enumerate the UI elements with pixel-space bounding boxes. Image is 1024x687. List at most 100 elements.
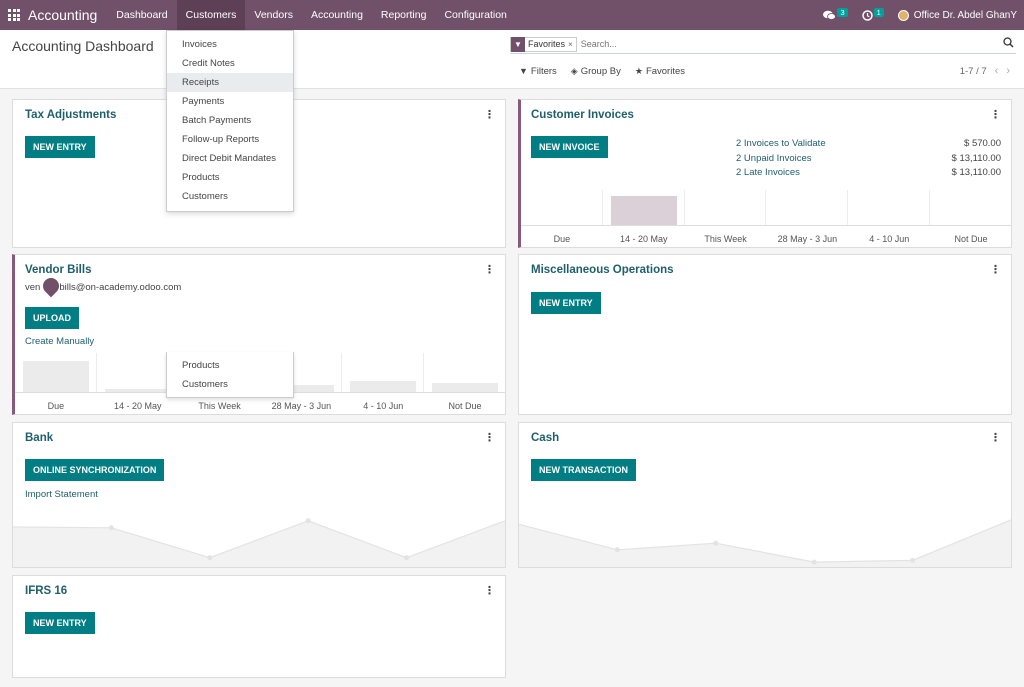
new-transaction-button[interactable]: NEW TRANSACTION xyxy=(531,459,636,481)
menu-item-products[interactable]: Products xyxy=(182,172,220,183)
stat-row[interactable]: 2 Late Invoices $ 13,110.00 xyxy=(736,167,1001,178)
bar-column[interactable]: Not Due xyxy=(930,190,1012,248)
card-title[interactable]: IFRS 16 xyxy=(25,585,68,597)
bar-label: This Week xyxy=(704,234,747,244)
menu-item-customers[interactable]: Customers xyxy=(182,191,228,202)
group-by-button[interactable]: ◈ Group By xyxy=(570,66,621,77)
bar-column[interactable]: 4 - 10 Jun xyxy=(342,353,425,415)
kebab-menu-icon[interactable]: ⋮ xyxy=(990,109,1001,121)
bar-column[interactable]: 28 May - 3 Jun xyxy=(261,353,343,415)
kebab-menu-icon[interactable]: ⋮ xyxy=(484,432,495,444)
bar[interactable] xyxy=(268,384,335,393)
menu-item-batch-payments[interactable]: Batch Payments xyxy=(182,115,252,126)
kebab-menu-icon[interactable]: ⋮ xyxy=(990,264,1001,276)
cash-card: Cash ⋮ NEW TRANSACTION xyxy=(518,422,1012,568)
menu-reporting[interactable]: Reporting xyxy=(380,9,427,21)
bar-column[interactable]: Due xyxy=(521,190,603,248)
filters-button[interactable]: ▼ Filters xyxy=(519,66,557,77)
data-point[interactable] xyxy=(811,559,817,565)
menu-accounting[interactable]: Accounting xyxy=(310,9,363,21)
data-point[interactable] xyxy=(910,557,916,563)
card-title[interactable]: Miscellaneous Operations xyxy=(531,264,674,276)
new-entry-button[interactable]: NEW ENTRY xyxy=(531,292,601,314)
stat-row[interactable]: 2 Unpaid Invoices $ 13,110.00 xyxy=(736,153,1001,164)
apps-grid-icon[interactable] xyxy=(8,9,20,21)
stat-row[interactable]: 2 Invoices to Validate $ 570.00 xyxy=(736,138,1001,149)
ghost-menu: Products Customers xyxy=(166,352,294,398)
kebab-menu-icon[interactable]: ⋮ xyxy=(990,432,1001,444)
bar-column[interactable]: 4 - 10 Jun xyxy=(848,190,931,248)
bar-column[interactable]: 28 May - 3 Jun xyxy=(767,190,849,248)
menu-dashboard[interactable]: Dashboard xyxy=(116,9,168,21)
data-point[interactable] xyxy=(614,547,620,553)
search-icon[interactable] xyxy=(1003,37,1014,51)
new-entry-button[interactable]: NEW ENTRY xyxy=(25,136,95,158)
menu-vendors[interactable]: Vendors xyxy=(254,9,293,21)
bar-column[interactable]: 14 - 20 May xyxy=(603,190,685,248)
menu-item-follow-up-reports[interactable]: Follow-up Reports xyxy=(182,134,260,145)
card-title[interactable]: Customer Invoices xyxy=(531,109,634,121)
card-title[interactable]: Cash xyxy=(531,432,560,444)
menu-customers[interactable]: Customers xyxy=(176,0,246,30)
bar-separator xyxy=(341,353,343,393)
customers-dropdown: Invoices Credit Notes Receipts Payments Batc… xyxy=(166,30,294,212)
user-menu[interactable]: Office Dr. Abdel GhanY xyxy=(897,9,1017,21)
bank-line-chart[interactable] xyxy=(13,511,505,567)
menu-item-credit-notes[interactable]: Credit Notes xyxy=(182,58,235,69)
import-statement-link[interactable]: Import Statement xyxy=(25,489,98,500)
new-entry-button[interactable]: NEW ENTRY xyxy=(25,612,95,634)
card-title[interactable]: Bank xyxy=(25,432,54,444)
bar[interactable] xyxy=(432,383,498,393)
bar-label: Due xyxy=(47,401,65,411)
invoices-to-validate-link[interactable]: 2 Invoices to Validate xyxy=(736,138,826,149)
data-point[interactable] xyxy=(207,555,213,561)
app-name[interactable]: Accounting xyxy=(28,7,98,23)
search-bar: ▼ Favorites × xyxy=(510,35,1016,54)
chevron-left-icon[interactable]: ‹ xyxy=(994,65,999,77)
data-point[interactable] xyxy=(108,525,114,531)
late-invoices-link[interactable]: 2 Late Invoices xyxy=(736,167,800,178)
menu-item-receipts[interactable]: Receipts xyxy=(167,73,293,92)
bar-column[interactable]: This Week xyxy=(685,190,767,248)
ghost-menu-item-products[interactable]: Products xyxy=(182,360,220,371)
menu-configuration[interactable]: Configuration xyxy=(444,9,507,21)
vendor-email: ven bills@on-academy.odoo.com xyxy=(25,282,182,293)
card-title[interactable]: Tax Adjustments xyxy=(25,109,117,121)
messages-button[interactable]: 3 xyxy=(823,7,848,21)
online-synchronization-button[interactable]: ONLINE SYNCHRONIZATION xyxy=(25,459,165,481)
pager-value[interactable]: 1-7 / 7 xyxy=(959,66,987,77)
bar[interactable] xyxy=(350,381,417,393)
data-point[interactable] xyxy=(404,555,410,561)
menu-item-direct-debit-mandates[interactable]: Direct Debit Mandates xyxy=(182,153,276,164)
upload-button[interactable]: UPLOAD xyxy=(25,307,79,329)
ghost-menu-item-customers[interactable]: Customers xyxy=(182,379,228,390)
customer-invoices-bar-chart[interactable]: Due 14 - 20 May This Week 28 May - 3 Jun 4 -… xyxy=(521,190,1012,248)
favorites-facet[interactable]: ▼ Favorites × xyxy=(510,36,577,52)
bar-column[interactable]: Due xyxy=(15,353,97,415)
remove-facet-icon[interactable]: × xyxy=(568,39,573,49)
kebab-menu-icon[interactable]: ⋮ xyxy=(484,585,495,597)
new-invoice-button[interactable]: NEW INVOICE xyxy=(531,136,608,158)
kebab-menu-icon[interactable]: ⋮ xyxy=(484,109,495,121)
cash-line-chart[interactable] xyxy=(519,511,1011,567)
chevron-right-icon[interactable]: › xyxy=(1006,65,1010,77)
unpaid-invoices-link[interactable]: 2 Unpaid Invoices xyxy=(736,153,812,164)
data-point[interactable] xyxy=(713,540,719,546)
menu-item-invoices[interactable]: Invoices xyxy=(182,39,217,50)
vendor-bills-bar-chart[interactable]: Due 14 - 20 May This Week 28 May - 3 Jun 4 -… xyxy=(15,353,506,415)
kebab-menu-icon[interactable]: ⋮ xyxy=(484,264,495,276)
stat-value: $ 13,110.00 xyxy=(951,153,1001,164)
bar-column[interactable]: Not Due xyxy=(424,353,506,415)
card-title[interactable]: Vendor Bills xyxy=(25,264,92,276)
search-input[interactable] xyxy=(580,39,961,49)
menu-item-payments[interactable]: Payments xyxy=(182,96,225,107)
stat-value: $ 13,110.00 xyxy=(951,167,1001,178)
data-point[interactable] xyxy=(305,518,311,524)
bar-label: 14 - 20 May xyxy=(619,234,668,244)
favorites-button[interactable]: ★ Favorites xyxy=(634,66,686,77)
activities-button[interactable]: 1 xyxy=(861,7,884,21)
create-manually-link[interactable]: Create Manually xyxy=(25,336,95,347)
bar[interactable] xyxy=(23,361,89,393)
bar[interactable] xyxy=(104,388,171,393)
bar[interactable] xyxy=(610,196,677,226)
